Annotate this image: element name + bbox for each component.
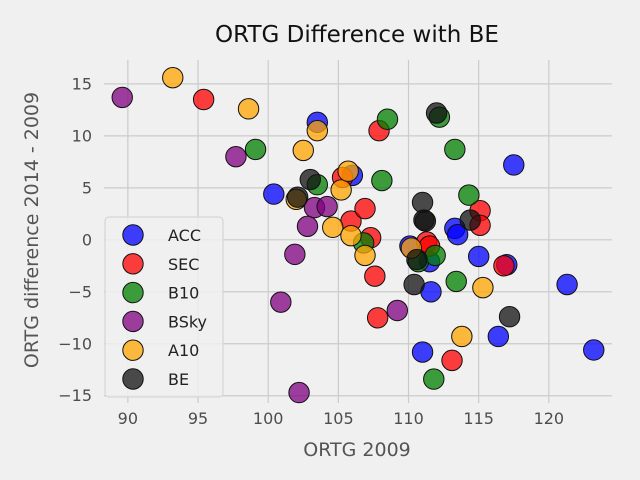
data-point-sec: [441, 349, 463, 372]
data-point-bsky: [111, 86, 133, 109]
data-point-b10: [423, 368, 445, 390]
data-point-b10: [444, 138, 466, 161]
legend-box: [104, 216, 224, 398]
data-point-acc: [446, 223, 469, 246]
data-point-acc: [411, 341, 434, 363]
legend-marker-be: [122, 368, 144, 390]
data-point-acc: [263, 183, 285, 205]
data-point-bsky: [270, 291, 292, 313]
data-point-sec: [192, 88, 215, 111]
x-axis-label: ORTG 2009: [303, 439, 411, 461]
legend-label-be: BE: [168, 370, 189, 389]
x-tick-label: 120: [534, 409, 565, 428]
y-tick-label: −5: [68, 282, 92, 301]
data-points: [111, 66, 605, 404]
legend-label-sec: SEC: [168, 255, 199, 274]
data-point-sec: [366, 307, 389, 329]
legend-marker-a10: [122, 339, 144, 361]
x-tick-label: 100: [253, 409, 284, 428]
data-point-acc: [556, 273, 578, 296]
x-tick-label: 105: [323, 409, 354, 428]
data-point-b10: [424, 244, 446, 267]
data-point-acc: [467, 245, 490, 268]
data-point-b10: [244, 138, 267, 161]
data-point-acc: [503, 154, 525, 176]
legend-marker-sec: [122, 253, 144, 275]
data-point-b10: [445, 270, 467, 293]
data-point-a10: [354, 244, 376, 267]
data-point-be: [425, 102, 448, 124]
y-tick-label: 15: [72, 74, 92, 93]
y-tick-label: 5: [82, 178, 92, 197]
legend: ACC SEC B10 BSky A10 BE: [104, 216, 224, 398]
data-point-a10: [322, 216, 344, 239]
chart-title: ORTG Difference with BE: [215, 22, 499, 48]
data-point-bsky: [316, 195, 338, 218]
data-point-a10: [306, 119, 329, 142]
data-point-bsky: [296, 215, 319, 238]
data-point-be: [406, 248, 428, 271]
legend-label-b10: B10: [168, 284, 199, 303]
data-point-be: [459, 209, 481, 231]
x-tick-label: 115: [463, 409, 494, 428]
data-point-acc: [583, 339, 605, 361]
data-point-a10: [292, 139, 314, 162]
data-point-bsky: [225, 145, 247, 168]
data-point-sec: [493, 255, 515, 277]
legend-marker-b10: [122, 281, 144, 304]
data-point-be: [299, 168, 321, 191]
data-point-a10: [162, 66, 184, 89]
x-tick-label: 90: [118, 409, 138, 428]
data-point-bsky: [284, 243, 306, 266]
data-point-sec: [364, 265, 386, 287]
data-point-be: [414, 210, 437, 232]
tick-labels: 90 95 100 105 110 115 120 −15 −10 −5 0 5 10 15: [58, 74, 564, 428]
legend-label-bsky: BSky: [168, 312, 207, 331]
data-point-b10: [371, 169, 393, 192]
data-point-a10: [472, 276, 494, 299]
data-point-bsky: [288, 381, 310, 404]
legend-marker-bsky: [122, 310, 144, 333]
data-point-a10: [337, 160, 359, 182]
data-point-be: [286, 186, 309, 208]
y-tick-label: −10: [58, 334, 92, 353]
data-point-bsky: [386, 299, 408, 322]
legend-label-acc: ACC: [168, 226, 201, 245]
legend-marker-acc: [122, 224, 144, 246]
data-point-b10: [458, 184, 480, 206]
y-tick-label: 10: [72, 126, 92, 145]
y-tick-label: −15: [58, 386, 92, 405]
data-point-sec: [354, 197, 376, 220]
data-point-a10: [237, 98, 260, 120]
legend-label-a10: A10: [168, 341, 199, 360]
data-point-be: [403, 273, 425, 296]
data-point-acc: [487, 325, 510, 348]
data-point-be: [498, 306, 521, 328]
x-tick-label: 95: [188, 409, 208, 428]
data-point-a10: [340, 224, 362, 247]
data-point-a10: [330, 179, 352, 201]
y-axis-label: ORTG difference 2014 - 2009: [21, 92, 43, 368]
data-point-b10: [376, 108, 399, 130]
data-point-a10: [451, 325, 473, 348]
x-tick-label: 110: [393, 409, 424, 428]
y-tick-label: 0: [82, 230, 92, 249]
